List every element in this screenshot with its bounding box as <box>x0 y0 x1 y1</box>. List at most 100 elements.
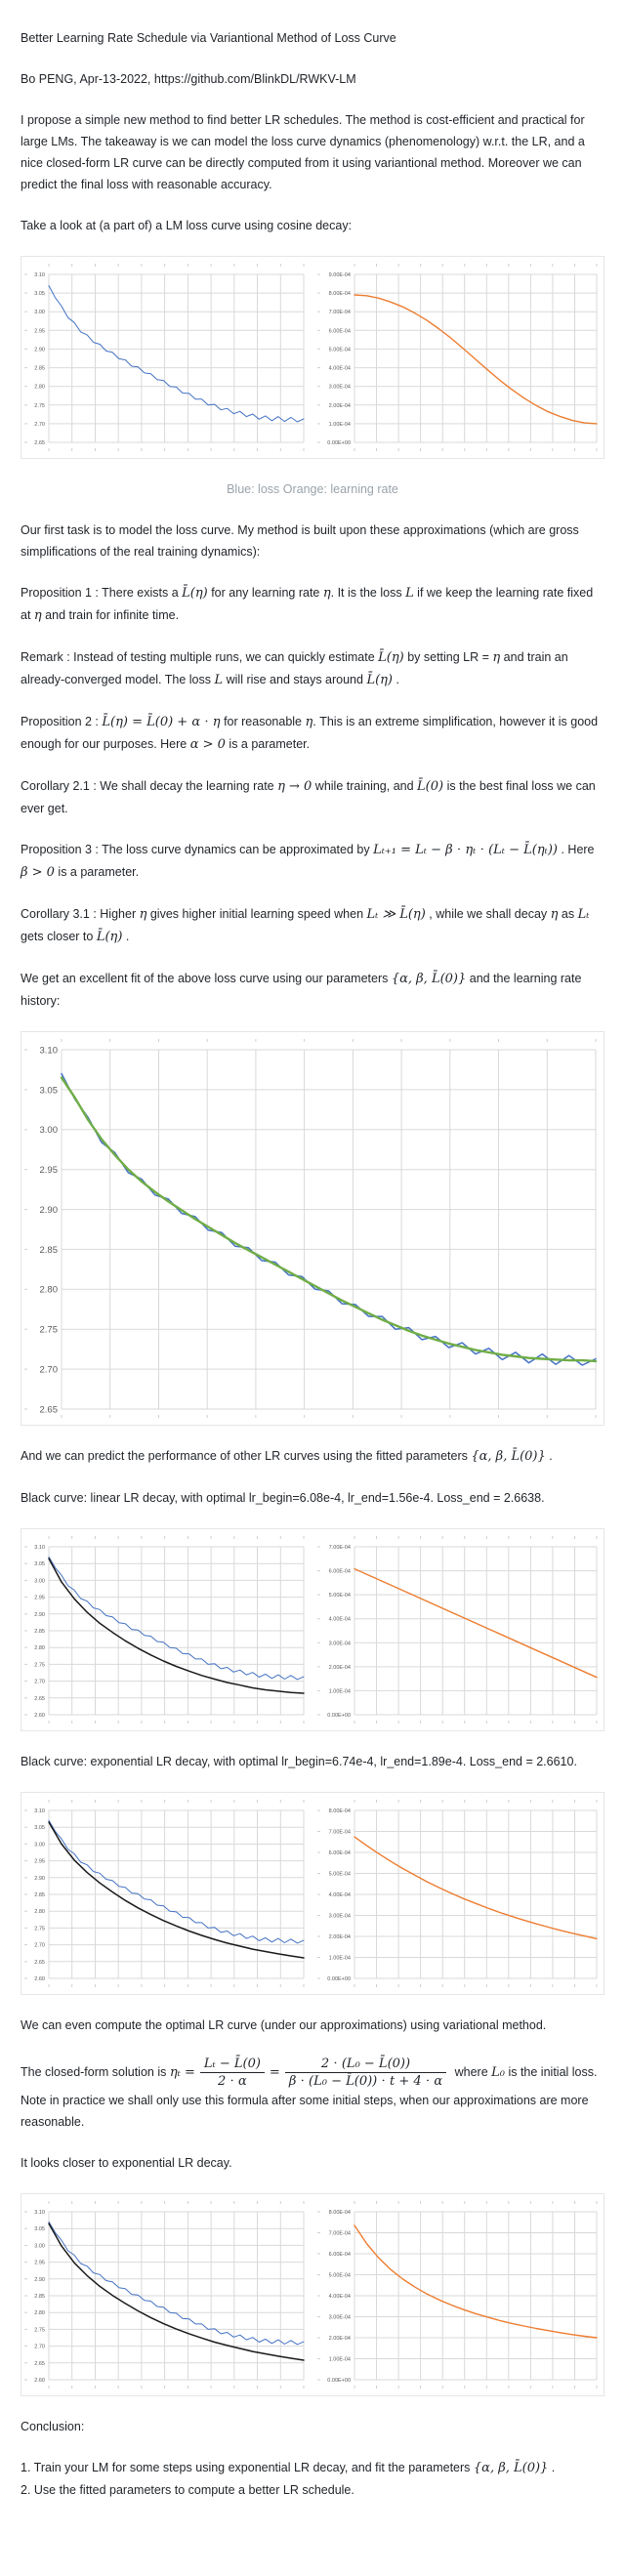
svg-text:2.90: 2.90 <box>34 1612 45 1618</box>
svg-text:2.70: 2.70 <box>40 1365 59 1376</box>
svg-text:2.90: 2.90 <box>34 1876 45 1882</box>
svg-text:2.85: 2.85 <box>34 1629 45 1635</box>
fraction-1: Lₜ − L̄(0) 2 ⋅ α <box>199 2056 265 2090</box>
svg-text:2.00E-04: 2.00E-04 <box>328 2336 350 2342</box>
svg-text:2.85: 2.85 <box>40 1245 59 1256</box>
svg-text:0.00E+00: 0.00E+00 <box>327 1713 351 1719</box>
svg-text:2.85: 2.85 <box>34 366 45 372</box>
fraction-2: 2 ⋅ (L₀ − L̄(0)) β ⋅ (L₀ − L̄(0)) ⋅ t + 4… <box>284 2056 447 2090</box>
paragraph-conclusion-heading: Conclusion: <box>21 2420 85 2433</box>
svg-text:4.00E-04: 4.00E-04 <box>328 2294 350 2300</box>
svg-text:4.00E-04: 4.00E-04 <box>328 366 350 372</box>
chart-loss-fit: 3.10 3.05 3.00 2.95 2.90 2.85 2.80 2.75 2.70 2.65 <box>24 1039 601 1418</box>
svg-text:3.10: 3.10 <box>40 1045 59 1056</box>
svg-text:7.00E-04: 7.00E-04 <box>328 310 350 315</box>
svg-text:2.60: 2.60 <box>34 2378 45 2384</box>
figure-linear-decay: 3.10 3.05 3.00 2.95 2.90 2.85 2.80 2.75 2.70 2.65… <box>21 1528 604 1731</box>
svg-text:0.00E+00: 0.00E+00 <box>327 440 351 446</box>
svg-text:6.00E-04: 6.00E-04 <box>328 1569 350 1575</box>
svg-text:2.80: 2.80 <box>40 1285 59 1296</box>
svg-text:1.00E-04: 1.00E-04 <box>328 1688 350 1694</box>
chart-loss-optimal-pred: 3.10 3.05 3.00 2.95 2.90 2.85 2.80 2.75 2.70 2.65… <box>24 2201 309 2389</box>
svg-text:5.00E-04: 5.00E-04 <box>328 1593 350 1599</box>
svg-text:2.90: 2.90 <box>34 347 45 353</box>
svg-text:3.05: 3.05 <box>40 1085 59 1096</box>
svg-text:6.00E-04: 6.00E-04 <box>328 2252 350 2258</box>
closed-form-tail: where L₀ is the initial loss. Note in pr… <box>21 2064 598 2129</box>
svg-text:2.75: 2.75 <box>34 1662 45 1668</box>
svg-text:2.60: 2.60 <box>34 1713 45 1719</box>
svg-text:4.00E-04: 4.00E-04 <box>328 1617 350 1623</box>
svg-text:9.00E-04: 9.00E-04 <box>328 272 350 278</box>
svg-text:3.00E-04: 3.00E-04 <box>328 1641 350 1646</box>
figure-loss-fit: 3.10 3.05 3.00 2.95 2.90 2.85 2.80 2.75 2.70 2.65 <box>21 1031 604 1426</box>
svg-text:2.80: 2.80 <box>34 1909 45 1915</box>
figure-exponential-decay: 3.10 3.05 3.00 2.95 2.90 2.85 2.80 2.75 2.70 2.65… <box>21 1792 604 1995</box>
svg-text:2.70: 2.70 <box>34 1680 45 1685</box>
closed-form-equation: Lₜ − L̄(0) 2 ⋅ α = 2 ⋅ (L₀ − L̄(0)) β ⋅ (L₀ … <box>195 2057 451 2089</box>
svg-text:8.00E-04: 8.00E-04 <box>328 1808 350 1814</box>
svg-text:7.00E-04: 7.00E-04 <box>328 1829 350 1835</box>
svg-text:3.00: 3.00 <box>34 2243 45 2249</box>
svg-text:0.00E+00: 0.00E+00 <box>327 2378 351 2384</box>
svg-text:3.05: 3.05 <box>34 1561 45 1567</box>
svg-text:2.65: 2.65 <box>34 1960 45 1966</box>
svg-text:3.05: 3.05 <box>34 2226 45 2232</box>
svg-text:2.95: 2.95 <box>34 2261 45 2266</box>
svg-text:3.10: 3.10 <box>34 1545 45 1551</box>
svg-text:3.00: 3.00 <box>34 1578 45 1584</box>
svg-text:2.75: 2.75 <box>34 2327 45 2333</box>
conclusion-item-2: 2. Use the fitted parameters to compute … <box>21 2483 354 2497</box>
paragraph-black-linear: Black curve: linear LR decay, with optim… <box>21 1491 545 1505</box>
conclusion-item-1: 1. Train your LM for some steps using ex… <box>21 2461 556 2475</box>
chart-loss-exp-pred: 3.10 3.05 3.00 2.95 2.90 2.85 2.80 2.75 2.70 2.65… <box>24 1800 309 1987</box>
paragraph-proposition-1: Proposition 1 : There exists a L̄(η) for… <box>21 586 594 623</box>
svg-text:3.10: 3.10 <box>34 272 45 278</box>
svg-text:2.80: 2.80 <box>34 2310 45 2316</box>
svg-text:1.00E-04: 1.00E-04 <box>328 1955 350 1961</box>
equals-sign: = <box>269 2064 280 2080</box>
figure-optimal-lr: 3.10 3.05 3.00 2.95 2.90 2.85 2.80 2.75 2.70 2.65… <box>21 2193 604 2396</box>
svg-text:2.90: 2.90 <box>40 1205 59 1216</box>
svg-text:8.00E-04: 8.00E-04 <box>328 291 350 297</box>
paragraph-intro: I propose a simple new method to find be… <box>21 113 585 191</box>
svg-text:2.90: 2.90 <box>34 2277 45 2283</box>
svg-text:2.60: 2.60 <box>34 1976 45 1982</box>
svg-text:3.00E-04: 3.00E-04 <box>328 1913 350 1919</box>
chart-loss-linear-pred: 3.10 3.05 3.00 2.95 2.90 2.85 2.80 2.75 2.70 2.65… <box>24 1536 309 1724</box>
closed-form-lead: The closed-form solution is ηₜ = <box>21 2064 195 2080</box>
figure-cosine-run: 3.10 3.05 3.00 2.95 2.90 2.85 2.80 2.75 2.70 2.65… <box>21 256 604 459</box>
paragraph-predict: And we can predict the performance of ot… <box>21 1449 553 1464</box>
byline: Bo PENG, Apr-13-2022, https://github.com… <box>21 72 356 86</box>
svg-text:3.00E-04: 3.00E-04 <box>328 385 350 391</box>
svg-text:2.75: 2.75 <box>34 403 45 409</box>
paragraph-looks-closer: It looks closer to exponential LR decay. <box>21 2156 232 2170</box>
svg-text:3.10: 3.10 <box>34 2210 45 2216</box>
svg-text:2.00E-04: 2.00E-04 <box>328 403 350 409</box>
chart-lr-linear: 7.00E-04 6.00E-04 5.00E-04 4.00E-04 3.00E-04… <box>316 1536 602 1724</box>
paragraph-our-first-task: Our first task is to model the loss curv… <box>21 523 579 559</box>
svg-text:3.00: 3.00 <box>40 1125 59 1136</box>
svg-text:2.80: 2.80 <box>34 1645 45 1651</box>
svg-text:2.75: 2.75 <box>34 1926 45 1932</box>
svg-text:2.95: 2.95 <box>34 1596 45 1601</box>
paragraph-proposition-3: Proposition 3 : The loss curve dynamics … <box>21 843 595 880</box>
svg-text:2.95: 2.95 <box>34 1859 45 1865</box>
chart-loss-cosine: 3.10 3.05 3.00 2.95 2.90 2.85 2.80 2.75 2.70 2.65 <box>24 264 309 451</box>
paragraph-closed-form: The closed-form solution is ηₜ = Lₜ − L̄(… <box>21 2056 604 2133</box>
svg-text:5.00E-04: 5.00E-04 <box>328 2272 350 2278</box>
paragraph-proposition-2: Proposition 2 : L̄(η) = L̄(0) + α ⋅ η fo… <box>21 715 599 752</box>
paragraph-take-a-look: Take a look at (a part of) a LM loss cur… <box>21 219 353 232</box>
svg-text:2.75: 2.75 <box>40 1325 59 1336</box>
svg-text:3.05: 3.05 <box>34 1825 45 1831</box>
conclusion-list: 1. Train your LM for some steps using ex… <box>21 2457 604 2501</box>
svg-text:7.00E-04: 7.00E-04 <box>328 2230 350 2236</box>
svg-text:1.00E-04: 1.00E-04 <box>328 422 350 428</box>
svg-text:2.70: 2.70 <box>34 2345 45 2350</box>
paragraph-compute-optimal: We can even compute the optimal LR curve… <box>21 2018 547 2032</box>
chart-lr-cosine: 9.00E-04 8.00E-04 7.00E-04 6.00E-04 5.00E-04… <box>316 264 602 451</box>
paragraph-corollary-2-1: Corollary 2.1 : We shall decay the learn… <box>21 779 596 815</box>
chart-lr-exp: 8.00E-04 7.00E-04 6.00E-04 5.00E-04 4.00E-04… <box>316 1800 602 1987</box>
svg-text:2.95: 2.95 <box>34 328 45 334</box>
svg-text:2.70: 2.70 <box>34 422 45 428</box>
